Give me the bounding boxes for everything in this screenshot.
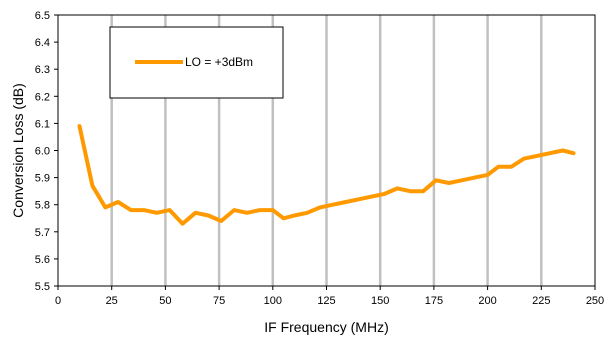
y-tick-label-9: 6.4 bbox=[35, 37, 50, 49]
y-tick-label-7: 6.2 bbox=[35, 91, 50, 103]
y-tick-label-5: 6.0 bbox=[35, 146, 50, 158]
x-tick-label-5: 125 bbox=[317, 295, 335, 307]
y-axis: 5.5 5.6 5.7 5.8 5.9 6.0 6.1 6.2 6.3 6.4 6.5 bbox=[35, 10, 58, 293]
x-tick-label-6: 150 bbox=[371, 295, 389, 307]
y-tick-label-10: 6.5 bbox=[35, 10, 50, 22]
y-tick-label-8: 6.3 bbox=[35, 64, 50, 76]
x-tick-label-7: 175 bbox=[425, 295, 443, 307]
legend-label: LO = +3dBm bbox=[185, 55, 253, 69]
y-axis-title: Conversion Loss (dB) bbox=[10, 83, 26, 218]
x-tick-label-10: 250 bbox=[586, 295, 604, 307]
x-tick-label-1: 25 bbox=[106, 295, 118, 307]
y-tick-label-6: 6.1 bbox=[35, 118, 50, 130]
x-tick-label-8: 200 bbox=[478, 295, 496, 307]
x-tick-label-4: 100 bbox=[264, 295, 282, 307]
x-axis-title: IF Frequency (MHz) bbox=[264, 319, 388, 335]
y-tick-label-4: 5.9 bbox=[35, 173, 50, 185]
x-tick-label-0: 0 bbox=[55, 295, 61, 307]
x-tick-label-3: 75 bbox=[213, 295, 225, 307]
x-tick-label-2: 50 bbox=[159, 295, 171, 307]
x-tick-label-9: 225 bbox=[532, 295, 550, 307]
legend: LO = +3dBm bbox=[109, 26, 284, 99]
y-tick-label-2: 5.7 bbox=[35, 227, 50, 239]
y-tick-label-3: 5.8 bbox=[35, 200, 50, 212]
series-layer bbox=[77, 124, 576, 226]
x-axis: 0 25 50 75 100 125 150 175 200 225 250 bbox=[55, 286, 604, 307]
y-tick-label-1: 5.6 bbox=[35, 254, 50, 266]
y-tick-label-0: 5.5 bbox=[35, 281, 50, 293]
series-line-0 bbox=[77, 124, 576, 226]
